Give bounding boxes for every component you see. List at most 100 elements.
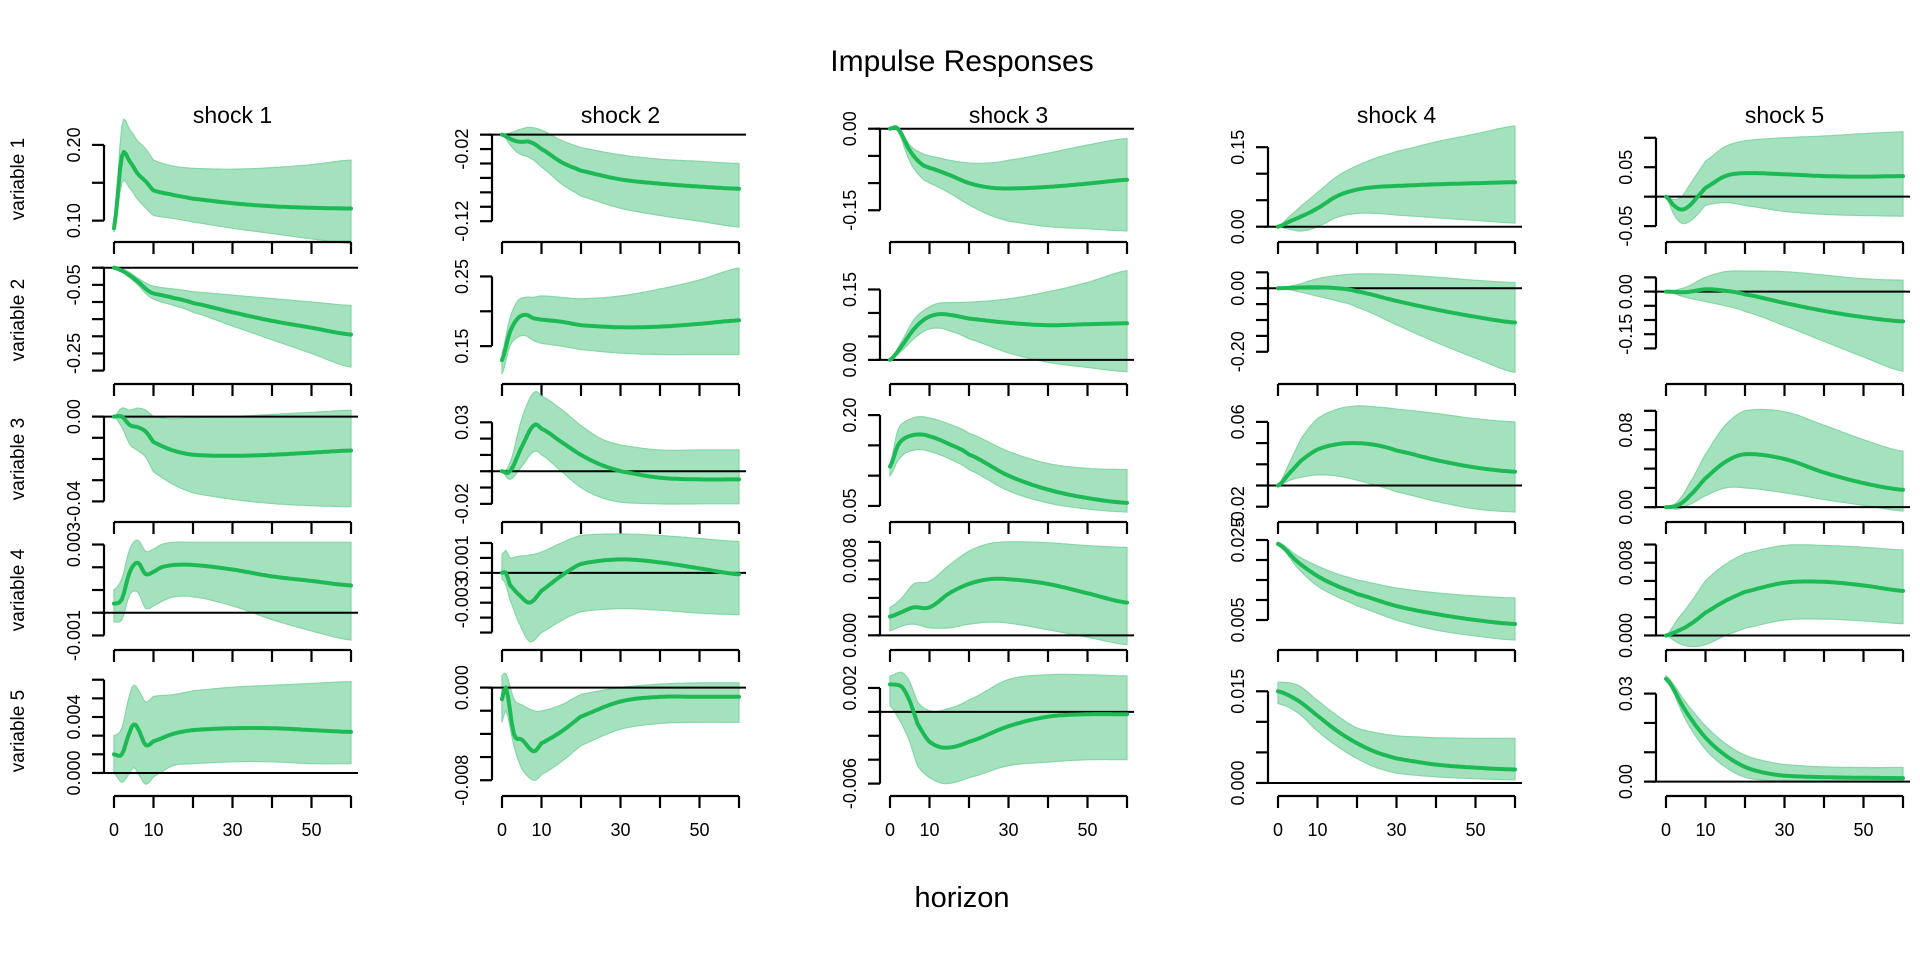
credible-band bbox=[1276, 125, 1516, 232]
y-tick-label: 0.10 bbox=[64, 203, 84, 238]
credible-band bbox=[113, 539, 352, 641]
y-tick-label: 0.03 bbox=[1616, 676, 1636, 711]
panel-variable-4-shock-3: 0.000 0.008 bbox=[840, 538, 1134, 662]
y-tick-label: 0.08 bbox=[1616, 413, 1636, 448]
median-response-line bbox=[500, 132, 741, 191]
y-tick-label: 0.00 bbox=[1616, 490, 1636, 525]
y-tick-label: -0.04 bbox=[64, 481, 84, 522]
x-tick-label: 0 bbox=[885, 820, 895, 840]
panel-variable-2-shock-2: 0.15 0.25 bbox=[452, 259, 741, 396]
y-tick-label: 0.15 bbox=[452, 329, 472, 364]
panel-variable-5-shock-1: 0.000 0.004 0 10 30 50 bbox=[64, 678, 358, 840]
y-tick-label: -0.25 bbox=[64, 333, 84, 374]
median-response-line bbox=[500, 312, 741, 363]
y-tick-label: 0.015 bbox=[1228, 669, 1248, 714]
median-response-line bbox=[112, 560, 353, 606]
credible-band bbox=[113, 681, 352, 785]
median-response-line bbox=[888, 576, 1129, 619]
panel-variable-5-shock-2: 0.000 -0.008 0 10 30 50 bbox=[452, 665, 746, 840]
y-tick-label: -0.02 bbox=[452, 129, 472, 170]
y-tick-label: 0.05 bbox=[840, 488, 860, 523]
y-tick-label: -0.15 bbox=[1616, 314, 1636, 355]
panel-variable-3-shock-2: -0.02 0.03 bbox=[452, 390, 746, 534]
x-tick-label: 0 bbox=[109, 820, 119, 840]
credible-band bbox=[500, 390, 740, 505]
y-tick-label: -0.05 bbox=[64, 264, 84, 305]
credible-band bbox=[501, 267, 740, 375]
median-response-line bbox=[1664, 171, 1905, 212]
x-tick-label: 50 bbox=[301, 820, 321, 840]
panel-variable-3-shock-4: -0.02 0.06 bbox=[1228, 404, 1522, 534]
median-response-line bbox=[888, 682, 1129, 750]
median-response-line bbox=[1664, 579, 1905, 638]
panel-variable-1-shock-5: -0.05 0.05 bbox=[1616, 131, 1910, 254]
y-tick-label: 0.008 bbox=[1616, 540, 1636, 585]
y-tick-label: -0.15 bbox=[840, 190, 860, 231]
panel-variable-4-shock-1: -0.001 0.003 bbox=[64, 522, 358, 662]
y-tick-label: 0.008 bbox=[840, 538, 860, 583]
median-response-line bbox=[1664, 287, 1905, 324]
y-tick-label: -0.20 bbox=[1228, 331, 1248, 372]
chart-title: Impulse Responses bbox=[830, 45, 1093, 78]
credible-band bbox=[1665, 674, 1904, 782]
median-response-line bbox=[1276, 180, 1517, 229]
x-tick-label: 30 bbox=[1386, 820, 1406, 840]
panel-variable-2-shock-4: 0.00 -0.20 bbox=[1228, 271, 1522, 396]
y-tick-label: 0.000 bbox=[64, 750, 84, 795]
x-tick-label: 10 bbox=[143, 820, 163, 840]
y-tick-label: 0.00 bbox=[1228, 271, 1248, 306]
panel-variable-3-shock-5: 0.00 0.08 bbox=[1616, 408, 1910, 534]
column-title-shock-5: shock 5 bbox=[1745, 102, 1824, 128]
row-label-variable-3: variable 3 bbox=[8, 418, 29, 500]
y-tick-label: -0.02 bbox=[452, 483, 472, 524]
credible-band bbox=[500, 126, 740, 228]
median-response-line bbox=[1276, 689, 1517, 772]
x-tick-label: 10 bbox=[1307, 820, 1327, 840]
x-tick-label: 50 bbox=[1853, 820, 1873, 840]
y-tick-label: -0.003 bbox=[452, 577, 472, 628]
row-label-variable-1: variable 1 bbox=[8, 138, 29, 220]
credible-band bbox=[1277, 273, 1516, 374]
credible-band bbox=[113, 267, 352, 368]
column-title-shock-2: shock 2 bbox=[581, 102, 660, 128]
panel-variable-5-shock-4: 0.000 0.015 0 10 30 50 bbox=[1228, 669, 1522, 840]
panel-variable-1-shock-2: -0.02 -0.12 bbox=[452, 126, 746, 254]
row-label-variable-5: variable 5 bbox=[8, 690, 29, 772]
y-tick-label: 0.00 bbox=[64, 399, 84, 434]
y-tick-label: 0.00 bbox=[840, 342, 860, 377]
x-tick-label: 30 bbox=[1774, 820, 1794, 840]
credible-band bbox=[1664, 544, 1904, 648]
column-titles: shock 1 shock 2 shock 3 shock 4 shock 5 bbox=[193, 102, 1824, 128]
panel-variable-2-shock-5: 0.00 -0.15 bbox=[1616, 270, 1910, 396]
x-tick-label: 30 bbox=[998, 820, 1018, 840]
median-response-line bbox=[888, 432, 1129, 505]
panel-variable-4-shock-5: 0.000 0.008 bbox=[1616, 540, 1910, 662]
panel-variable-4-shock-4: 0.005 0.025 bbox=[1228, 517, 1517, 662]
credible-band bbox=[113, 118, 352, 245]
y-tick-label: 0.000 bbox=[840, 613, 860, 658]
y-tick-label: 0.004 bbox=[64, 694, 84, 739]
y-tick-label: -0.12 bbox=[452, 201, 472, 242]
y-tick-label: -0.001 bbox=[64, 610, 84, 661]
credible-band bbox=[501, 672, 740, 781]
y-tick-label: 0.03 bbox=[452, 405, 472, 440]
y-tick-label: -0.006 bbox=[840, 758, 860, 809]
y-tick-label: 0.06 bbox=[1228, 404, 1248, 439]
y-tick-label: 0.15 bbox=[840, 272, 860, 307]
y-tick-label: 0.20 bbox=[64, 127, 84, 162]
row-label-variable-2: variable 2 bbox=[8, 279, 29, 361]
x-tick-label: 10 bbox=[1695, 820, 1715, 840]
x-tick-label: 50 bbox=[689, 820, 709, 840]
credible-band bbox=[889, 125, 1128, 232]
y-tick-label: 0.15 bbox=[1228, 130, 1248, 165]
x-tick-label: 10 bbox=[531, 820, 551, 840]
median-response-line bbox=[112, 150, 353, 231]
x-tick-label: 30 bbox=[610, 820, 630, 840]
median-response-line bbox=[1664, 676, 1905, 781]
median-response-line bbox=[112, 722, 353, 758]
y-tick-label: 0.003 bbox=[64, 522, 84, 567]
median-response-line bbox=[1276, 441, 1517, 488]
panel-variable-1-shock-1: 0.10 0.20 bbox=[64, 118, 353, 254]
y-tick-label: 0.00 bbox=[1616, 764, 1636, 799]
credible-band bbox=[1277, 541, 1516, 641]
